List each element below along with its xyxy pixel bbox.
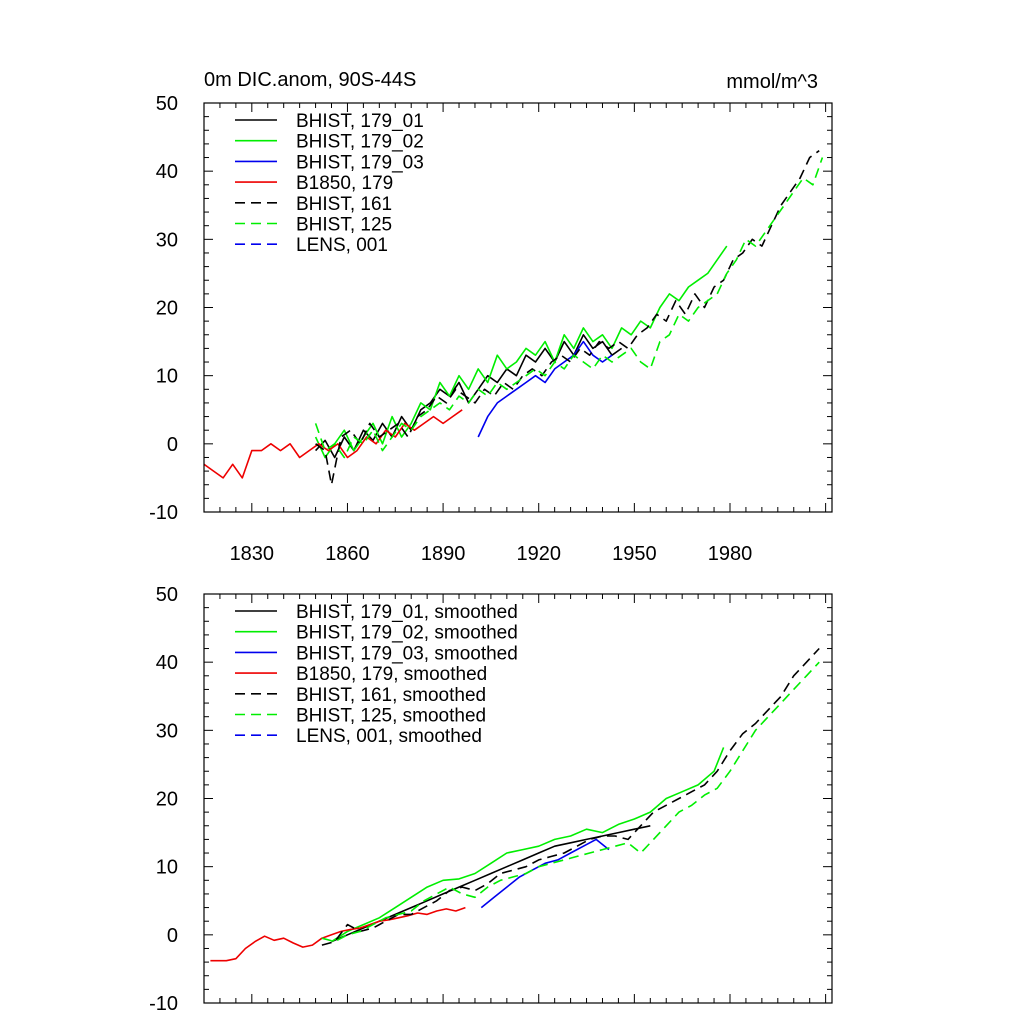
bottom-legend-label-2: BHIST, 179_02, smoothed [296,623,518,644]
top-y-tick-label: 10 [156,366,178,388]
top-x-tick-label: 1830 [230,543,275,565]
top-x-tick-label: 1980 [708,543,753,565]
top-y-tick-label: 0 [167,434,178,456]
bottom-legend-label-7: LENS, 001, smoothed [296,726,482,747]
top-series-line-2 [314,245,728,459]
top-legend-label-7: LENS, 001 [296,235,388,256]
top-series-line-3 [477,340,613,438]
bottom-series-line-3 [480,838,610,909]
top-legend-label-2: BHIST, 179_02 [296,132,424,153]
bottom-y-tick-label: -10 [149,993,178,1015]
title-right: mmol/m^3 [726,71,818,93]
top-series-line-4 [204,409,463,479]
bottom-y-tick-label: 40 [156,652,178,674]
top-legend-label-5: BHIST, 161 [296,194,392,215]
top-x-tick-label: 1920 [516,543,561,565]
top-y-tick-label: 40 [156,161,178,183]
top-legend-label-6: BHIST, 125 [296,215,392,236]
top-series-line-5 [315,150,820,486]
bottom-y-tick-label: 0 [167,925,178,947]
top-y-tick-label: 50 [156,93,178,115]
title-left: 0m DIC.anom, 90S-44S [204,69,416,91]
bottom-y-tick-label: 30 [156,720,178,742]
bottom-series-line-5 [321,647,820,946]
top-panel-plot [204,150,824,486]
top-y-tick-label: 20 [156,298,178,320]
bottom-legend-label-3: BHIST, 179_03, smoothed [296,643,518,664]
bottom-legend-label-1: BHIST, 179_01, smoothed [296,602,518,623]
top-series-line-6 [314,157,824,459]
top-legend-label-1: BHIST, 179_01 [296,111,424,132]
bottom-legend-label-4: B1850, 179, smoothed [296,664,487,685]
bottom-legend-label-5: BHIST, 161, smoothed [296,685,486,706]
top-x-tick-label: 1890 [421,543,466,565]
bottom-y-tick-label: 10 [156,857,178,879]
top-x-tick-label: 1950 [612,543,657,565]
top-y-tick-label: -10 [149,502,178,524]
bottom-series-line-6 [321,661,820,943]
top-legend-label-3: BHIST, 179_03 [296,152,424,173]
top-x-tick-label: 1860 [325,543,370,565]
bottom-y-tick-label: 20 [156,789,178,811]
bottom-series-line-4 [210,906,466,962]
bottom-y-tick-label: 50 [156,584,178,606]
top-legend-label-4: B1850, 179 [296,173,393,194]
bottom-legend-label-6: BHIST, 125, smoothed [296,706,486,727]
bottom-series-line-2 [331,747,725,943]
bottom-panel-plot [210,647,820,962]
top-y-tick-label: 30 [156,229,178,251]
